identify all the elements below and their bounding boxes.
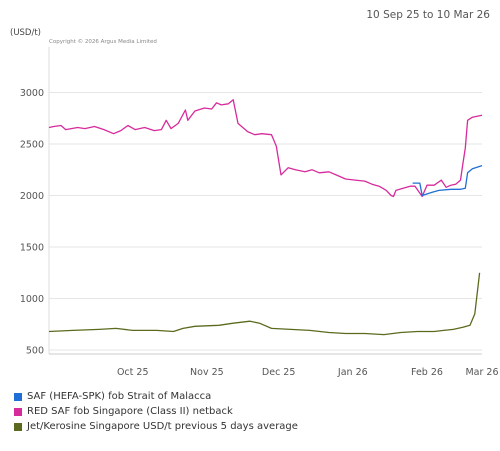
legend: SAF (HEFA-SPK) fob Strait of Malacca RED … xyxy=(14,389,298,434)
legend-label: Jet/Kerosine Singapore USD/t previous 5 … xyxy=(27,421,298,432)
series-line-3 xyxy=(48,272,481,336)
legend-item[interactable]: Jet/Kerosine Singapore USD/t previous 5 … xyxy=(14,419,298,434)
y-axis-unit-label: (USD/t) xyxy=(10,28,41,38)
x-tick-label: Nov 25 xyxy=(190,367,224,378)
y-tick-label: 2000 xyxy=(20,191,44,202)
series-lines xyxy=(48,99,483,336)
y-tick-label: 3000 xyxy=(20,88,44,99)
y-axis-ticks: 500 1000 1500 2000 2500 3000 xyxy=(20,88,44,357)
y-tick-label: 1000 xyxy=(20,294,44,305)
series-line-1 xyxy=(412,164,483,197)
x-tick-label: Mar 26 xyxy=(465,367,498,378)
x-tick-label: Feb 26 xyxy=(411,367,443,378)
date-range: 10 Sep 25 to 10 Mar 26 xyxy=(366,9,490,21)
legend-label: RED SAF fob Singapore (Class II) netback xyxy=(27,406,233,417)
line-chart: 500 1000 1500 2000 2500 3000 Oct 25 Nov 25 Dec … xyxy=(20,47,499,378)
x-tick-label: Jan 26 xyxy=(337,367,368,378)
legend-label: SAF (HEFA-SPK) fob Strait of Malacca xyxy=(27,391,212,402)
legend-swatch xyxy=(14,392,22,401)
series-line-2 xyxy=(48,99,483,198)
x-axis-ticks: Oct 25 Nov 25 Dec 25 Jan 26 Feb 26 Mar 26 xyxy=(117,367,499,378)
legend-item[interactable]: SAF (HEFA-SPK) fob Strait of Malacca xyxy=(14,389,298,404)
y-tick-label: 1500 xyxy=(20,243,44,254)
y-tick-label: 2500 xyxy=(20,140,44,151)
legend-swatch xyxy=(14,422,22,431)
x-tick-label: Oct 25 xyxy=(117,367,149,378)
x-tick-label: Dec 25 xyxy=(262,367,296,378)
legend-item[interactable]: RED SAF fob Singapore (Class II) netback xyxy=(14,404,298,419)
legend-swatch xyxy=(14,407,22,416)
grid-lines xyxy=(48,47,482,355)
copyright-notice: Copyright © 2026 Argus Media Limited xyxy=(49,39,157,45)
y-tick-label: 500 xyxy=(26,346,44,357)
plot-area-background xyxy=(49,47,482,354)
